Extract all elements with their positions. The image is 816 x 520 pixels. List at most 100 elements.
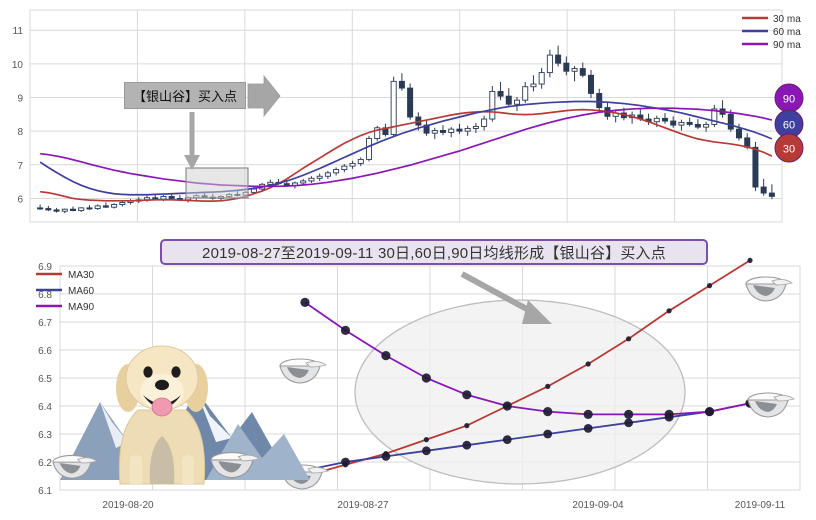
bowl-shadow [753,285,775,296]
x-axis-tick-label: 2019-09-04 [572,500,624,511]
y-axis-tick-label: 9 [17,93,23,104]
top-chart-legend: 30 ma 60 ma 90 ma [742,14,801,51]
data-point [706,283,713,289]
badge-label: 30 [783,144,795,156]
data-point [543,429,553,439]
bottom-chart-legend: MA30 MA60 MA90 [36,270,95,313]
candle-body [431,130,438,134]
data-point [341,457,350,467]
candle-body [686,121,693,125]
candle-body [555,54,562,64]
y-axis-tick-label: 10 [12,60,24,71]
bowl-shadow [287,367,309,378]
legend-label: MA60 [68,286,95,297]
candle-body [440,130,446,133]
bowl-ma90-start [279,358,328,384]
data-point [704,407,715,417]
bowl-ma30-end [745,276,794,302]
data-point [381,351,391,361]
arrow-head [522,300,552,324]
candle-body [390,80,397,135]
candle-body [267,181,274,185]
data-point [300,297,310,307]
y-axis-tick-label: 6 [17,194,23,205]
dog-chest-shadow [149,436,175,484]
candle-body [407,87,414,118]
ma-end-badge-90: 90 [774,83,804,113]
candle-body [119,202,126,205]
y-axis-tick-label: 6.4 [38,402,52,413]
candle-body [45,208,52,211]
candle-body [333,169,340,174]
data-point [502,401,512,411]
candle-body [308,177,315,182]
bowl-spoon [771,278,794,286]
candle-body [694,123,701,128]
dog-leg-right [182,455,194,484]
mountain-snow-left [100,402,128,448]
data-point [624,409,634,419]
legend-label: 30 ma [773,14,801,25]
candle-body [102,205,109,208]
candle-body [61,208,68,212]
badge-label: 60 [783,120,795,132]
candle-body [472,125,479,129]
candle-body [588,74,594,94]
data-point [545,383,551,389]
candle-body [538,72,545,85]
convergence-highlight-ellipse [354,299,686,485]
bowl-shadow [218,460,242,473]
data-point [664,409,674,419]
bowl-shadow [59,463,81,474]
candle-body [78,207,85,212]
candle-body [653,117,660,123]
callout-label: 【银山谷】买入点 [124,82,247,109]
ma-line-MA30 [304,259,751,477]
bowl-shadow [755,401,777,412]
data-point [462,440,472,450]
candle-body [37,207,44,210]
data-point [666,308,672,314]
candle-body [678,121,685,126]
candle-body [563,62,570,72]
bowl-ma-convergence-end [747,392,796,418]
candle-body [448,128,455,133]
candle-body [489,90,496,120]
pointer-arrow [247,74,281,118]
chart-title-banner: 2019-08-27至2019-09-11 30日,60日,90日均线形成【银山… [160,239,708,265]
plot-frame [29,9,783,223]
ma-line-MA60 [304,402,751,472]
bowl-mountain-left [52,454,98,479]
data-point [747,257,753,263]
callout-right-pointer [247,74,281,118]
data-point [340,325,351,335]
y-axis-tick-label: 6.3 [38,430,52,441]
y-axis-tick-label: 8 [17,127,23,138]
data-point [423,437,429,443]
candle-body [736,128,742,139]
ma-line-30ma [40,108,773,202]
golden-retriever-illustration [116,345,208,485]
candle-body [53,209,60,212]
legend-label: 60 ma [773,27,801,38]
candle-body [481,118,488,127]
candle-body [94,205,101,209]
candle-body [86,207,93,210]
candle-body [300,180,307,184]
candle-body [464,128,471,132]
y-axis-tick-label: 6.8 [38,290,52,301]
dog-eye-right [171,366,181,378]
y-axis-tick-label: 6.5 [38,374,52,385]
candle-body [522,86,529,101]
candle-body [662,117,668,122]
y-axis-tick-label: 11 [13,26,24,37]
candle-body [530,83,537,88]
dog-eye-left [143,366,153,378]
ma-line-90ma [40,107,773,188]
candle-body [571,68,578,72]
y-axis-tick-label: 6.1 [38,486,52,497]
diagonal-pointer-arrow [460,271,552,324]
candle-body [349,162,356,167]
candle-body [250,188,257,193]
x-axis-tick-label: 2019-09-11 [735,500,786,511]
